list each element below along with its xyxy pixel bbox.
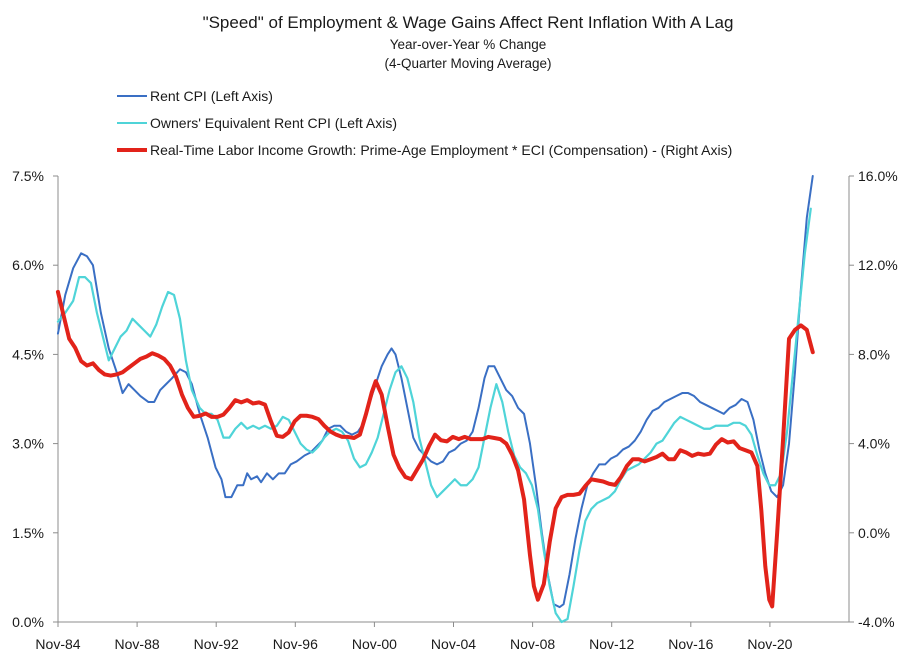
x-tick-label: Nov-08 [510, 636, 555, 652]
right-tick-label: -4.0% [858, 614, 895, 630]
series-line-rent-cpi [56, 175, 814, 609]
x-tick-label: Nov-04 [431, 636, 476, 652]
legend-label-labor-income: Real-Time Labor Income Growth: Prime-Age… [150, 142, 732, 158]
x-tick-label: Nov-84 [35, 636, 80, 652]
legend: Rent CPI (Left Axis) Owners' Equivalent … [117, 88, 732, 158]
legend-label-oer-cpi: Owners' Equivalent Rent CPI (Left Axis) [150, 115, 397, 131]
x-tick-label: Nov-92 [194, 636, 239, 652]
chart-subtitle-line1: Year-over-Year % Change [390, 37, 547, 52]
x-tick-label: Nov-16 [668, 636, 713, 652]
right-tick-label: 0.0% [858, 525, 890, 541]
left-tick-label: 0.0% [12, 614, 44, 630]
x-tick-label: Nov-88 [115, 636, 160, 652]
right-tick-label: 16.0% [858, 168, 898, 184]
x-tick-label: Nov-20 [747, 636, 792, 652]
right-tick-label: 4.0% [858, 436, 890, 452]
left-tick-label: 7.5% [12, 168, 44, 184]
legend-label-rent-cpi: Rent CPI (Left Axis) [150, 88, 273, 104]
left-tick-label: 3.0% [12, 436, 44, 452]
chart-subtitle-line2: (4-Quarter Moving Average) [384, 56, 551, 71]
x-tick-label: Nov-96 [273, 636, 318, 652]
chart-title: "Speed" of Employment & Wage Gains Affec… [203, 13, 734, 32]
left-tick-label: 1.5% [12, 525, 44, 541]
left-tick-label: 6.0% [12, 257, 44, 273]
series-line-labor-income [55, 289, 815, 609]
series-line-oer-cpi [56, 207, 812, 624]
x-tick-label: Nov-12 [589, 636, 634, 652]
right-tick-label: 12.0% [858, 257, 898, 273]
axis-ticks: 0.0% 1.5% 3.0% 4.5% 6.0% 7.5% -4.0% 0.0% 4.0% 8.0… [12, 168, 898, 652]
x-tick-label: Nov-00 [352, 636, 397, 652]
left-tick-label: 4.5% [12, 346, 44, 362]
series-lines [55, 175, 815, 624]
right-tick-label: 8.0% [858, 346, 890, 362]
